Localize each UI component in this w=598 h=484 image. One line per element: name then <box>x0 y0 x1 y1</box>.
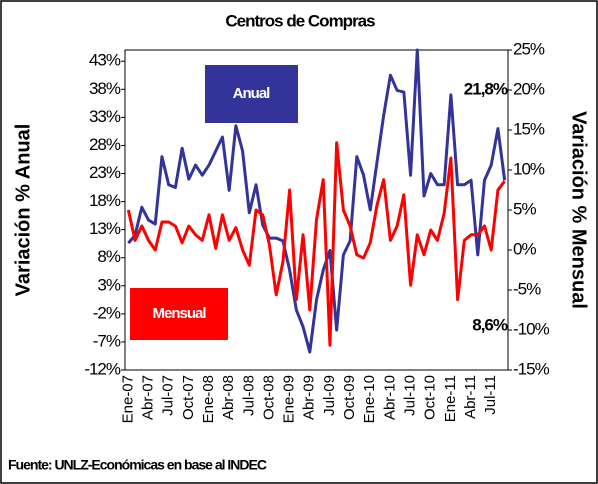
legend-label: Anual <box>233 85 271 102</box>
y2-tick-label: -15% <box>513 359 550 378</box>
x-tick-label: Abr-10 <box>381 375 398 420</box>
y-tick-label: 28% <box>89 135 121 154</box>
annotation: 8,6% <box>472 315 508 334</box>
x-tick-label: Abr-08 <box>220 375 237 420</box>
y-tick-label: -7% <box>93 331 121 350</box>
y2-tick-label: 15% <box>513 119 545 138</box>
y-tick-label: 43% <box>89 51 121 70</box>
y-tick-label: 3% <box>97 275 120 294</box>
y-tick-label: 38% <box>89 79 121 98</box>
x-tick-label: Abr-11 <box>462 375 479 419</box>
x-tick-label: Oct-08 <box>260 375 277 420</box>
x-tick-label: Jul-08 <box>240 375 257 416</box>
y-tick-label: 23% <box>89 163 121 182</box>
x-tick-label: Abr-07 <box>139 375 156 420</box>
legend-label: Mensual <box>152 305 206 322</box>
x-tick-label: Ene-10 <box>361 375 378 423</box>
y2-tick-label: -5% <box>513 279 541 298</box>
x-tick-label: Jul-07 <box>160 375 177 416</box>
x-tick-label: Oct-09 <box>341 375 358 420</box>
x-tick-label: Ene-09 <box>281 375 298 423</box>
x-tick-label: Ene-08 <box>200 375 217 423</box>
y-axis-label: Variación % Anual <box>12 124 34 297</box>
y2-tick-label: 20% <box>513 79 545 98</box>
series-line <box>126 141 506 347</box>
y-tick-label: -12% <box>84 359 121 378</box>
y-tick-label: -2% <box>93 303 121 322</box>
y2-axis-label: Variación % Mensual <box>568 111 590 309</box>
y2-tick-label: 10% <box>513 159 545 178</box>
source: Fuente: UNLZ-Económicas en base al INDEC <box>8 457 267 473</box>
x-tick-label: Ene-07 <box>119 375 136 423</box>
annotation: 21,8% <box>464 79 508 98</box>
x-tick-label: Ene-11 <box>442 375 459 422</box>
y2-tick-label: 5% <box>513 199 536 218</box>
y2-tick-label: 0% <box>513 239 536 258</box>
y-tick-label: 13% <box>89 219 121 238</box>
x-tick-label: Abr-09 <box>301 375 318 420</box>
y-tick-label: 33% <box>89 107 121 126</box>
legend-box <box>130 288 228 340</box>
y2-tick-label: 25% <box>513 39 545 58</box>
y-tick-label: 8% <box>97 247 120 266</box>
x-tick-label: Oct-07 <box>180 375 197 420</box>
x-tick-label: Jul-09 <box>321 375 338 416</box>
y2-tick-label: -10% <box>513 319 550 338</box>
chart-title: Centros de Compras <box>225 11 375 30</box>
y-tick-label: 18% <box>89 191 121 210</box>
x-tick-label: Jul-10 <box>402 375 419 416</box>
x-tick-label: Oct-10 <box>422 375 439 420</box>
legend-box <box>205 65 298 123</box>
x-tick-label: Jul-11 <box>482 375 499 415</box>
series-line <box>127 48 507 354</box>
